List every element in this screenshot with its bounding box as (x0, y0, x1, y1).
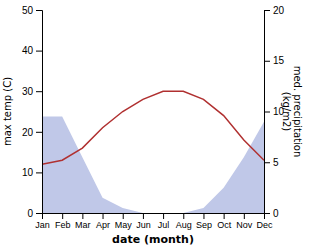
x-axis-tick-mark (224, 213, 225, 219)
x-axis-tick-label: Jun (136, 220, 151, 230)
y-axis-tick: 50 (22, 5, 42, 16)
y2-axis-tick: 20 (264, 5, 285, 16)
x-axis-tick-mark (103, 213, 104, 219)
x-axis-tick-label: Jan (35, 220, 50, 230)
x-axis-tick-mark (203, 213, 204, 219)
y2-axis-tick: 5 (264, 157, 279, 168)
y2-axis-tick-label: 20 (273, 5, 285, 16)
x-axis-tick-label: Oct (217, 220, 232, 230)
x-axis-tick: Dec (256, 213, 273, 230)
y2-axis-tick-mark (264, 10, 270, 11)
y2-axis-tick-mark (264, 162, 270, 163)
x-axis-tick: Mar (75, 213, 91, 230)
x-axis-tick-label: Jul (158, 220, 170, 230)
x-axis-tick: Aug (176, 213, 192, 230)
x-axis-tick-label: Aug (176, 220, 192, 230)
y-axis-tick-mark (36, 172, 42, 173)
y2-axis-title-line: (kg/m2) (281, 92, 292, 132)
y-axis-tick-label: 10 (22, 167, 34, 178)
plot-area: JanFebMarAprMayJunJulAugSepOctNovDec0102… (2, 5, 303, 246)
x-axis-tick-label: Feb (55, 220, 71, 230)
y-axis-tick: 40 (22, 45, 42, 56)
x-axis-tick: Oct (217, 213, 232, 230)
y-axis-tick-mark (36, 132, 42, 133)
x-axis-tick-label: May (115, 220, 133, 230)
x-axis-tick: Sep (196, 213, 212, 230)
y2-axis-tick-label: 5 (273, 157, 279, 168)
x-axis-tick-mark (62, 213, 63, 219)
y2-axis-line (265, 11, 271, 214)
y-axis-tick: 10 (22, 167, 42, 178)
x-axis-tick-label: Mar (75, 220, 91, 230)
y-axis-tick-label: 30 (22, 86, 34, 97)
x-axis-tick: Feb (55, 213, 71, 230)
y2-axis-tick-label: 15 (273, 55, 285, 66)
y2-axis-tick-mark (264, 61, 270, 62)
x-axis-tick-mark (183, 213, 184, 219)
chart: JanFebMarAprMayJunJulAugSepOctNovDec0102… (0, 0, 318, 247)
y2-axis-title-line: med. precipitation (292, 66, 303, 158)
marks (42, 91, 264, 213)
y2-axis-tick-mark (264, 213, 270, 214)
y-axis-tick-mark (36, 51, 42, 52)
x-axis-tick: Jul (158, 213, 170, 230)
y-axis-tick-label: 20 (22, 127, 34, 138)
x-axis-tick-mark (123, 213, 124, 219)
area (42, 117, 264, 213)
x-axis-tick-mark (143, 213, 144, 219)
y-axis-line (36, 11, 43, 214)
y2-axis-tick: 15 (264, 55, 285, 66)
y-axis-tick-mark (36, 10, 42, 11)
x-axis-tick-mark (163, 213, 164, 219)
x-axis-tick-mark (82, 213, 83, 219)
x-axis-tick-label: Apr (96, 220, 110, 230)
y-axis-tick-label: 0 (27, 208, 33, 219)
x-axis-tick-label: Dec (256, 220, 273, 230)
y2-axis-title: med. precipitation(kg/m2) (281, 66, 304, 158)
x-axis-tick: Nov (236, 213, 253, 230)
y-axis-tick-mark (36, 91, 42, 92)
x-axis-tick: Apr (96, 213, 110, 230)
y-axis-tick: 20 (22, 127, 42, 138)
y-axis-tick-mark (36, 213, 42, 214)
x-axis-tick-label: Nov (236, 220, 253, 230)
x-axis-title: date (month) (112, 233, 194, 246)
x-axis-tick: Jun (136, 213, 151, 230)
y-axis-tick-label: 50 (22, 5, 34, 16)
y-axis-tick: 30 (22, 86, 42, 97)
y2-axis-tick: 0 (264, 208, 279, 219)
x-axis-line (43, 214, 265, 220)
x-axis-tick: May (115, 213, 133, 230)
x-axis-tick-mark (244, 213, 245, 219)
y-axis: 0 10 20 30 40 50 (22, 5, 43, 219)
line (42, 91, 264, 164)
x-axis-tick: Jan (35, 213, 50, 230)
y2-axis-tick-label: 0 (273, 208, 279, 219)
y-axis-tick-label: 40 (22, 45, 34, 56)
y-axis-tick: 0 (27, 208, 42, 219)
x-axis: Jan Feb Mar Apr MayJun Jul Aug Sep Oct NovDec (35, 213, 273, 230)
y2-axis-tick-mark (264, 112, 270, 113)
y-axis-title: max temp (C) (2, 77, 13, 146)
x-axis-tick-label: Sep (196, 220, 212, 230)
